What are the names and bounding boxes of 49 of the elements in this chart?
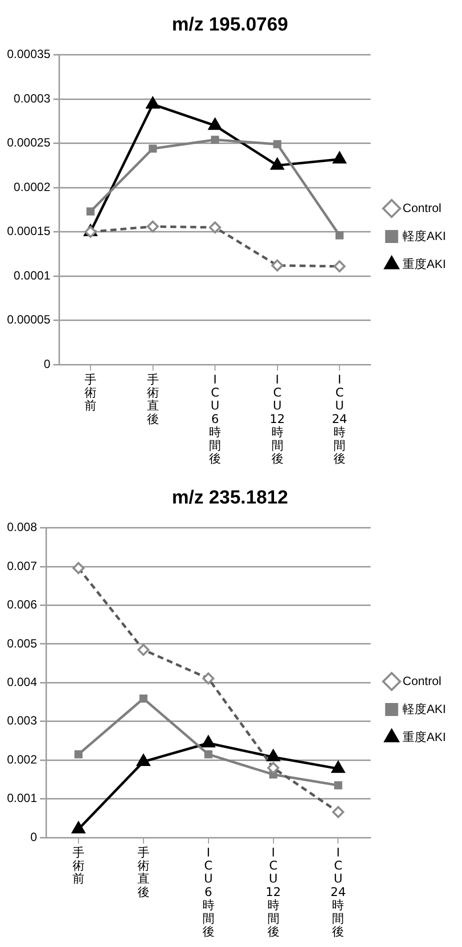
x-tick-label: 手術直後 xyxy=(137,845,150,899)
y-tick-label: 0.004 xyxy=(7,675,38,690)
y-tick-label: 0.005 xyxy=(7,636,38,650)
point xyxy=(334,781,342,790)
y-tick-label: 0.001 xyxy=(7,791,38,806)
y-tick-label: 0.008 xyxy=(7,520,38,534)
x-tick-label: 手術直後 xyxy=(146,372,159,426)
legend-label: 軽度AKI xyxy=(402,228,446,243)
point xyxy=(335,231,344,240)
y-tick-label: 0.002 xyxy=(7,752,38,766)
point xyxy=(74,750,83,758)
point xyxy=(208,118,222,130)
y-tick-label: 0.00025 xyxy=(6,136,51,150)
chart-title: m/z 195.0769 xyxy=(172,14,288,36)
legend-label: Control xyxy=(402,674,442,688)
chart-title: m/z 235.1812 xyxy=(172,488,288,509)
y-tick-label: 0.0001 xyxy=(14,268,51,282)
y-tick-label: 0.006 xyxy=(7,598,38,612)
legend-label: Control xyxy=(402,200,442,215)
point xyxy=(148,144,157,153)
point xyxy=(139,694,148,703)
legend-label: 重度AKI xyxy=(402,256,446,271)
point xyxy=(204,750,212,758)
point xyxy=(270,157,284,170)
y-tick-label: 0 xyxy=(44,356,51,371)
legend-label: 軽度AKI xyxy=(402,702,446,716)
x-tick-label: 手術前 xyxy=(72,845,84,886)
y-tick-label: 0.00015 xyxy=(6,224,51,238)
y-tick-label: 0.00035 xyxy=(6,47,51,62)
legend-label: 重度AKI xyxy=(402,730,446,744)
point xyxy=(210,136,220,144)
y-tick-label: 0.003 xyxy=(7,714,38,728)
x-tick-label: 手術前 xyxy=(84,372,97,413)
point xyxy=(273,140,282,148)
x-tick-label: ICU12時間後 xyxy=(270,372,285,466)
y-tick-label: 0.0003 xyxy=(14,91,51,106)
x-tick-label: ICU6時間後 xyxy=(202,845,214,939)
x-tick-label: ICU6時間後 xyxy=(209,372,222,466)
y-tick-label: 0.0002 xyxy=(14,180,51,194)
point xyxy=(86,207,95,216)
point xyxy=(332,151,347,164)
point xyxy=(146,96,160,109)
y-tick-label: 0.00005 xyxy=(6,312,51,327)
y-tick-label: 0 xyxy=(30,830,38,844)
point xyxy=(71,821,86,834)
x-tick-label: ICU24時間後 xyxy=(330,845,346,939)
y-tick-label: 0.007 xyxy=(7,558,38,573)
x-tick-label: ICU24時間後 xyxy=(332,372,348,466)
x-tick-label: ICU12時間後 xyxy=(266,845,281,939)
